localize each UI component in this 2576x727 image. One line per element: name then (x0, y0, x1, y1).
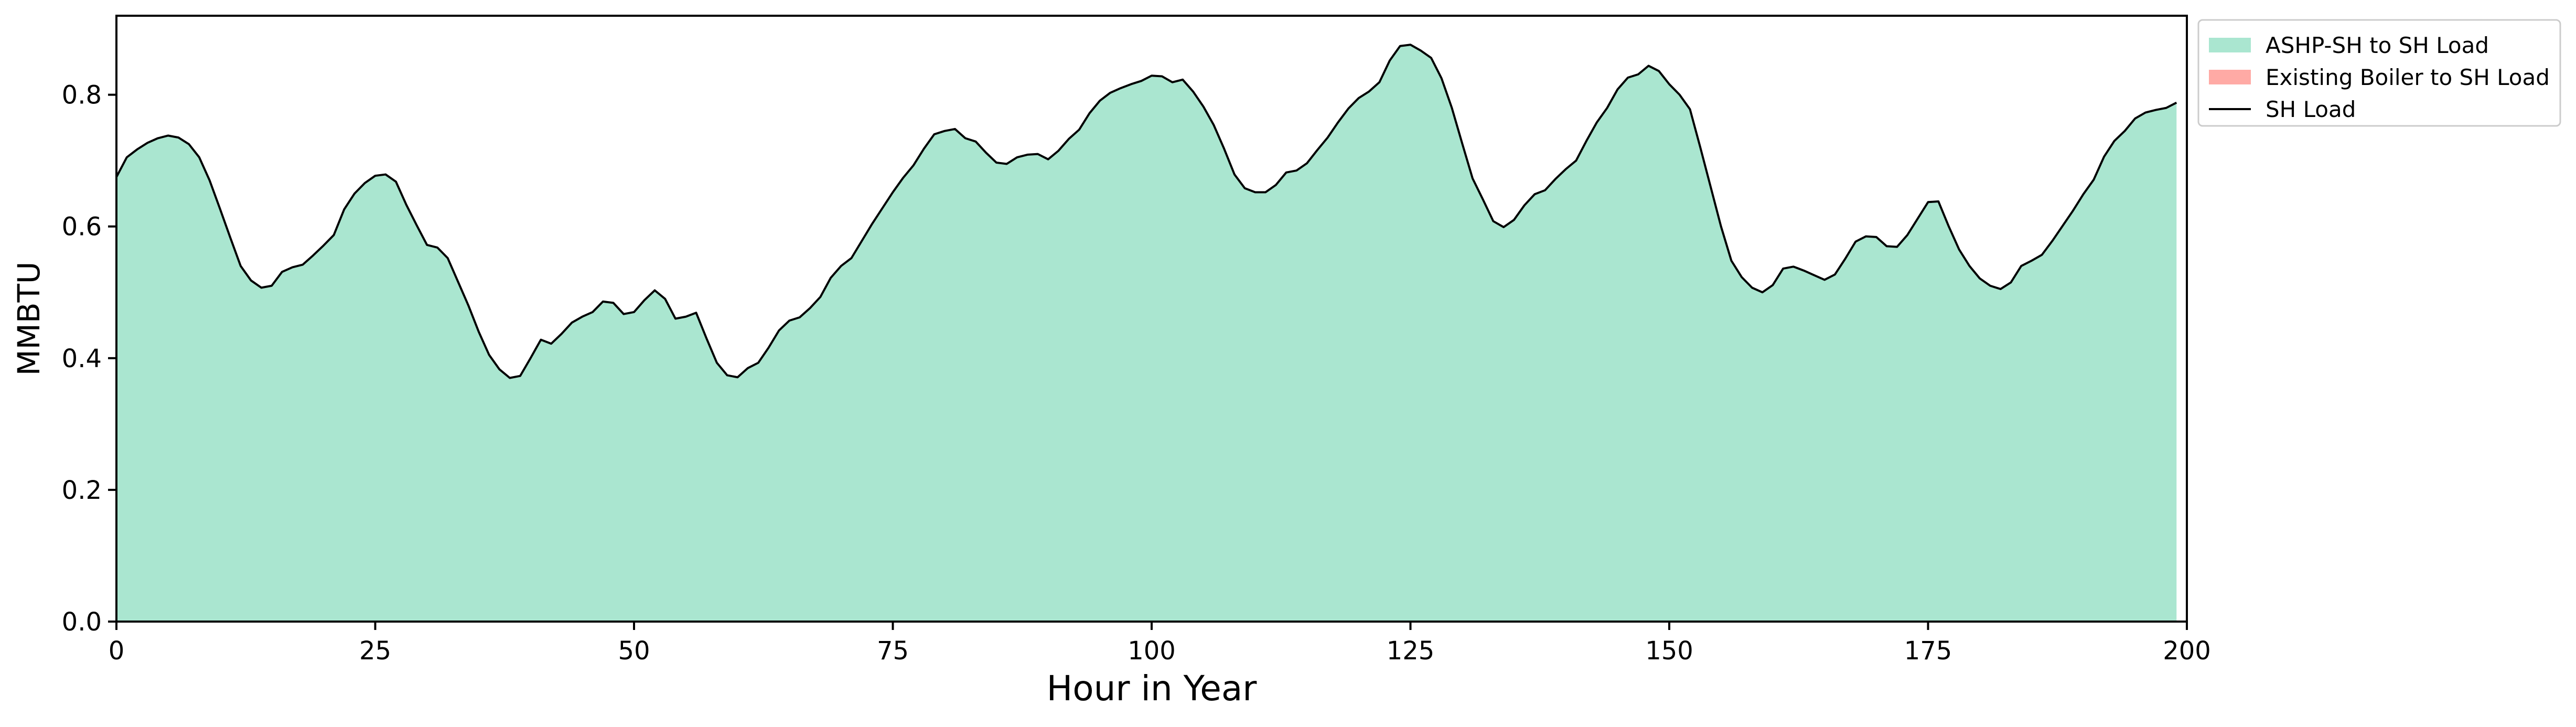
legend-swatch (2209, 70, 2251, 84)
legend-items: ASHP-SH to SH Load Existing Boiler to SH … (2209, 33, 2550, 122)
y-axis-title: MMBTU (11, 262, 47, 376)
legend-label: SH Load (2266, 97, 2356, 122)
x-axis-title: Hour in Year (1047, 668, 1258, 709)
x-tick-label: 125 (1387, 636, 1435, 666)
y-tick-label: 0.8 (62, 81, 102, 110)
legend-box (2197, 19, 2561, 127)
line-layer (115, 44, 2177, 379)
x-axis: 0 25 50 75 100 125 150 175 200 (109, 622, 2211, 666)
y-axis: 0.0 0.2 0.4 0.6 0.8 (62, 81, 116, 637)
x-tick-label: 50 (618, 636, 650, 666)
y-tick-label: 0.4 (62, 344, 102, 373)
legend: ASHP-SH to SH Load Existing Boiler to SH … (2197, 19, 2561, 127)
x-tick-label: 175 (1904, 636, 1952, 666)
y-tick-label: 0.0 (62, 607, 102, 637)
x-tick-label: 25 (359, 636, 391, 666)
line-sh-load (115, 44, 2177, 379)
x-tick-label: 75 (877, 636, 909, 666)
legend-label: ASHP-SH to SH Load (2266, 33, 2489, 58)
legend-swatch (2209, 38, 2251, 52)
x-tick-label: 0 (109, 636, 125, 666)
x-tick-label: 200 (2163, 636, 2211, 666)
y-tick-label: 0.2 (62, 476, 102, 505)
legend-label: Existing Boiler to SH Load (2266, 65, 2550, 90)
x-tick-label: 100 (1128, 636, 1176, 666)
area-layer (116, 45, 2177, 622)
x-tick-label: 150 (1645, 636, 1693, 666)
y-tick-label: 0.6 (62, 212, 102, 242)
area-ashp-sh-to-sh-load (116, 45, 2177, 622)
